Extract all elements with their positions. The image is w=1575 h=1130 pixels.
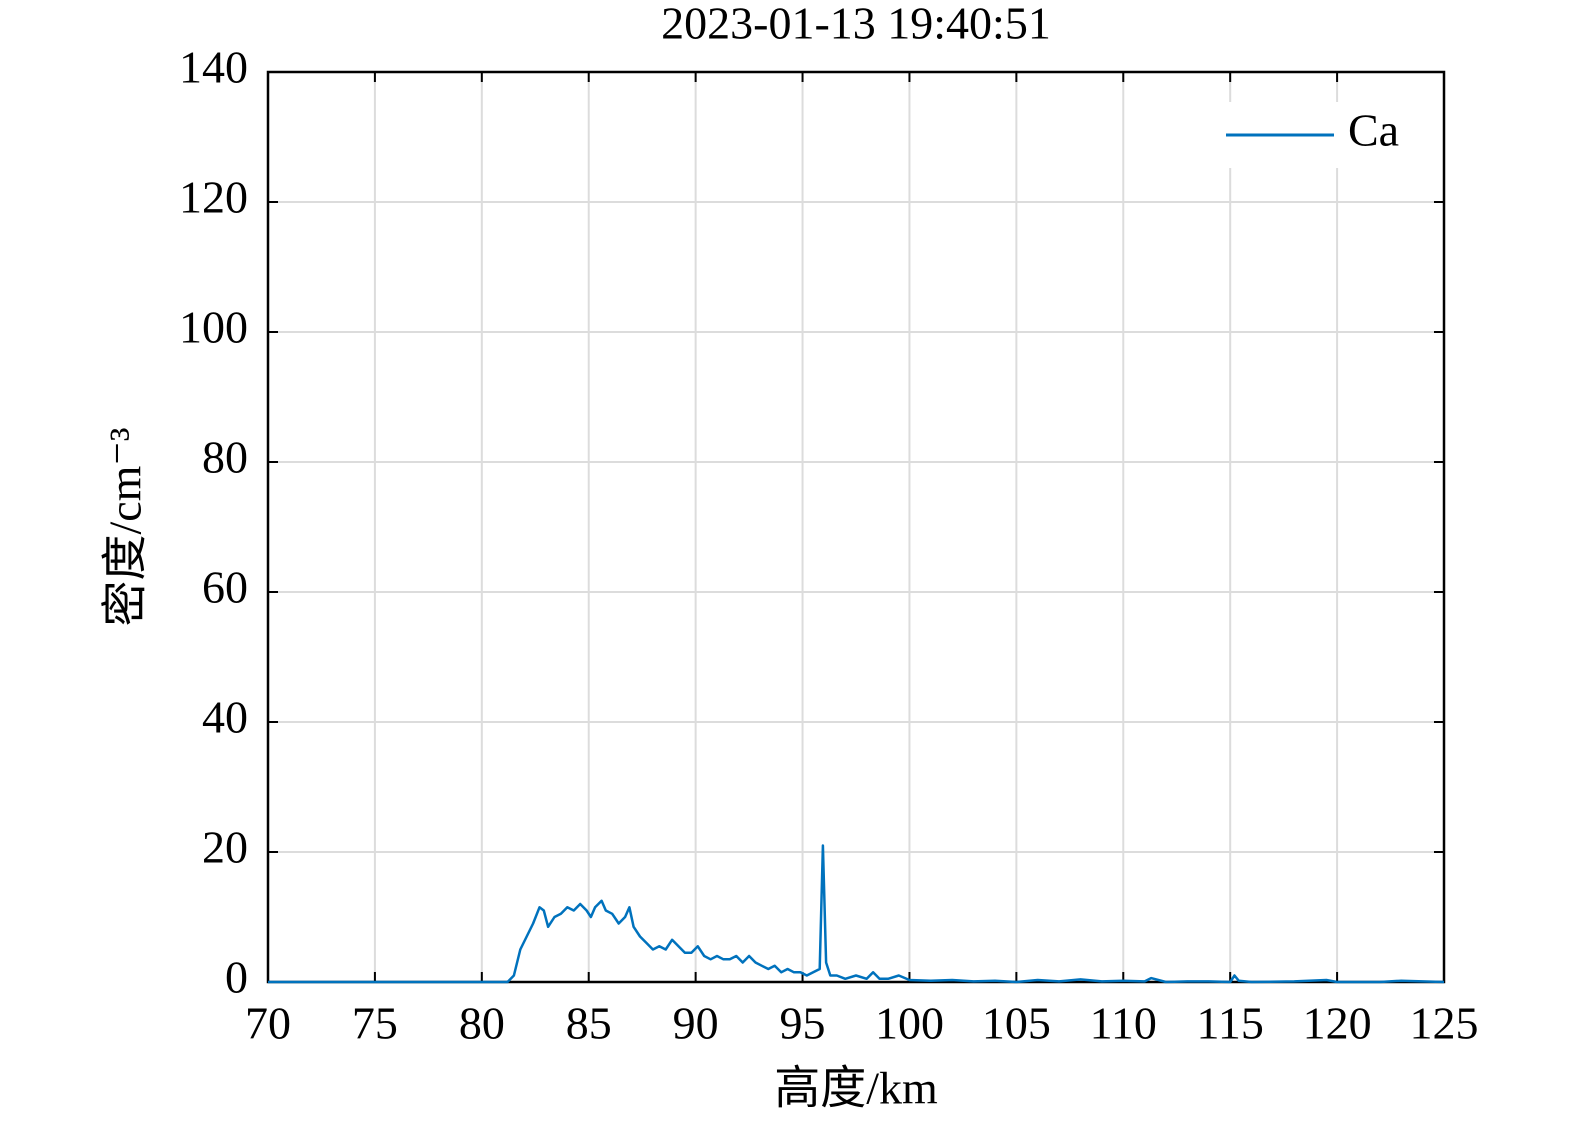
x-tick-label: 75: [352, 998, 398, 1049]
x-tick-label: 70: [245, 998, 291, 1049]
x-tick-label: 115: [1197, 998, 1264, 1049]
data-line: [268, 844, 1445, 984]
x-tick-label: 125: [1410, 998, 1479, 1049]
x-tick-label: 80: [459, 998, 505, 1049]
legend-label: Ca: [1348, 105, 1399, 156]
chart-title: 2023-01-13 19:40:51: [661, 0, 1051, 49]
y-axis-label: 密度/cm⁻³: [100, 427, 151, 626]
x-tick-label: 105: [982, 998, 1051, 1049]
x-tick-label: 90: [673, 998, 719, 1049]
plot-frame: [266, 70, 1446, 984]
y-tick-label: 60: [202, 562, 248, 613]
y-tick-label: 80: [202, 432, 248, 483]
x-tick-label: 100: [875, 998, 944, 1049]
x-tick-label: 110: [1090, 998, 1157, 1049]
x-tick-label: 120: [1303, 998, 1372, 1049]
x-tick-label: 85: [566, 998, 612, 1049]
y-tick-label: 120: [179, 172, 248, 223]
y-tick-label: 100: [179, 302, 248, 353]
y-tick-label: 0: [225, 952, 248, 1003]
y-tick-label: 140: [179, 42, 248, 93]
y-tick-label: 40: [202, 692, 248, 743]
x-axis-label: 高度/km: [774, 1063, 938, 1114]
x-tick-label: 95: [780, 998, 826, 1049]
y-tick-label: 20: [202, 822, 248, 873]
